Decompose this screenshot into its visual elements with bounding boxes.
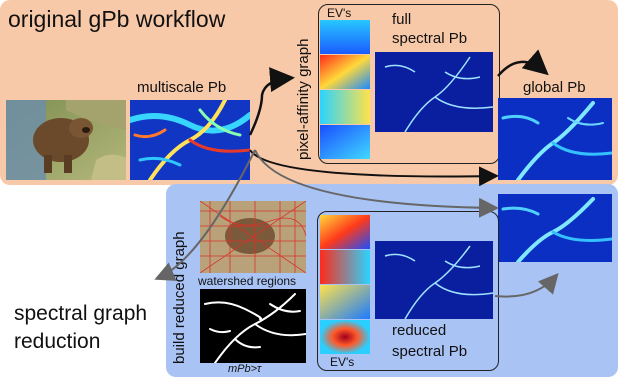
reduced-spectral-label-line2: spectral Pb bbox=[392, 343, 468, 360]
eigenvectors-top-stack bbox=[320, 20, 370, 160]
watershed-regions-image bbox=[200, 201, 306, 273]
full-spectral-label-line1: full bbox=[392, 11, 412, 28]
full-spectral-box bbox=[318, 4, 500, 164]
watershed-regions-label: watershed regions bbox=[198, 274, 297, 288]
evs-bottom-label: EV's bbox=[330, 355, 355, 369]
reduced-spectral-pb-image bbox=[375, 241, 493, 319]
full-spectral-label-line2: spectral Pb bbox=[392, 30, 468, 47]
spectral-reduction-title-line2: reduction bbox=[14, 330, 101, 353]
arrow-reduced-to-global bbox=[494, 272, 559, 298]
evs-top-label: EV's bbox=[327, 6, 352, 20]
input-image-bear bbox=[6, 100, 126, 180]
global-pb-reduced-image bbox=[498, 194, 612, 262]
arrow-full-to-global bbox=[497, 49, 549, 77]
spectral-reduction-title-line1: spectral graph bbox=[14, 302, 148, 325]
multiscale-pb-image bbox=[130, 100, 250, 180]
eigenvectors-bottom-stack bbox=[320, 215, 370, 355]
multiscale-pb-label: multiscale Pb bbox=[137, 79, 227, 96]
threshold-label: mPb>τ bbox=[228, 363, 262, 375]
reduced-spectral-box bbox=[317, 211, 499, 371]
original-workflow-title: original gPb workflow bbox=[8, 6, 226, 32]
arrow-multiscale-to-global bbox=[249, 149, 499, 187]
arrow-multiscale-to-affinity bbox=[248, 67, 295, 136]
threshold-mpb-image bbox=[200, 289, 306, 363]
arrow-multiscale-to-reduced-graph bbox=[154, 149, 256, 281]
reduced-spectral-label-line1: reduced bbox=[392, 322, 447, 339]
global-pb-label: global Pb bbox=[523, 79, 586, 96]
global-pb-image bbox=[498, 98, 612, 180]
arrow-multiscale-to-reduced-global bbox=[254, 149, 499, 218]
full-spectral-pb-image bbox=[375, 52, 493, 132]
